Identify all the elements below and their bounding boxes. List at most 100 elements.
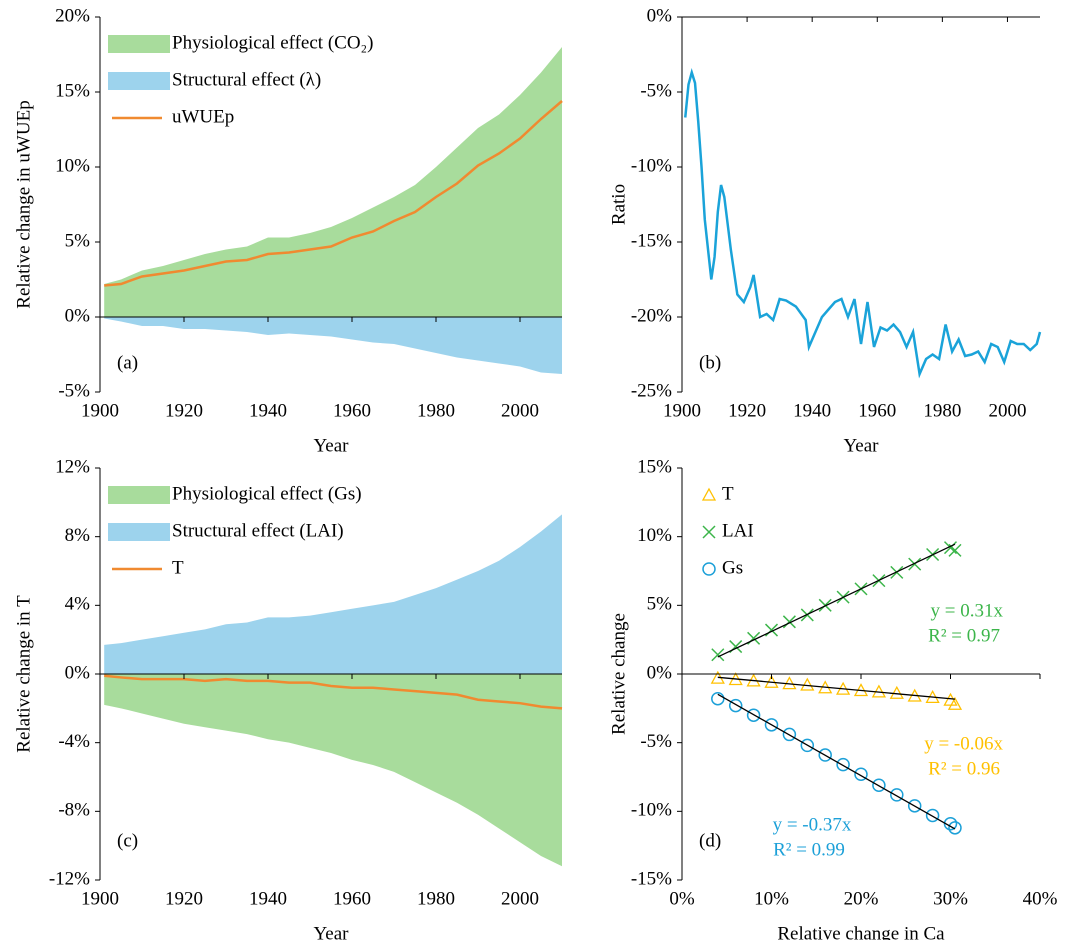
legend-label: Structural effect (λ)	[172, 69, 321, 90]
y-tick-label: -20%	[631, 305, 672, 326]
y-tick-label: 12%	[55, 456, 90, 477]
legend-label: Physiological effect (Gs)	[172, 483, 362, 504]
trend-equation: y = -0.37x	[773, 814, 852, 835]
x-tick-label: 1920	[165, 888, 203, 909]
y-tick-label: 15%	[55, 80, 90, 101]
panel: y = -0.06x R² = 0.96 y = 0.31x R² = 0.97 y =…	[608, 456, 1057, 940]
x-tick-label: 30%	[933, 888, 968, 909]
area	[104, 514, 562, 674]
x-tick-label: 1940	[249, 400, 287, 421]
x-axis-title: Year	[313, 923, 349, 940]
y-tick-label: 15%	[637, 456, 672, 477]
y-tick-label: 0%	[65, 662, 91, 683]
y-tick-label: -4%	[58, 731, 90, 752]
trend-line	[717, 543, 956, 658]
y-axis-title: Relative change in T	[13, 595, 34, 753]
marker	[890, 788, 904, 802]
x-tick-label: 1960	[333, 888, 371, 909]
panel-label: (b)	[699, 352, 721, 373]
panel-label: (c)	[117, 830, 138, 851]
panel-label: (d)	[699, 830, 721, 851]
legend-marker	[702, 525, 716, 539]
y-tick-label: -10%	[631, 155, 672, 176]
x-axis-title: Relative change in Ca	[777, 923, 945, 940]
x-tick-label: 1960	[333, 400, 371, 421]
y-tick-label: -25%	[631, 380, 672, 401]
x-tick-label: 1940	[793, 400, 831, 421]
marker	[948, 821, 962, 835]
y-tick-label: -12%	[49, 868, 90, 889]
marker	[764, 623, 779, 637]
panel-label: (a)	[117, 352, 138, 373]
marker	[782, 615, 796, 629]
line	[684, 68, 1042, 379]
x-tick-label: 1900	[81, 400, 119, 421]
x-tick-label: 1900	[81, 888, 119, 909]
y-tick-label: -5%	[58, 380, 90, 401]
x-axis-title: Year	[843, 435, 879, 456]
trend-equation: y = -0.06x	[924, 733, 1003, 754]
x-tick-label: 1980	[417, 400, 455, 421]
legend-label: uWUEp	[172, 106, 234, 127]
marker	[907, 799, 922, 813]
area	[104, 317, 562, 374]
line	[104, 674, 563, 710]
legend-swatch	[108, 523, 170, 541]
marker	[800, 738, 815, 753]
trend-r2: R² = 0.99	[773, 839, 845, 860]
x-tick-label: 2000	[988, 400, 1026, 421]
legend-swatch	[108, 72, 170, 90]
marker	[925, 808, 940, 823]
x-tick-label: 10%	[754, 888, 789, 909]
y-axis-title: Ratio	[608, 184, 629, 225]
legend-label: T	[722, 483, 734, 504]
y-tick-label: -8%	[58, 800, 90, 821]
marker	[872, 778, 886, 792]
legend-label: T	[172, 557, 184, 578]
legend-label: Structural effect (LAI)	[172, 520, 344, 541]
x-tick-label: 1900	[663, 400, 701, 421]
y-tick-label: -15%	[631, 230, 672, 251]
y-tick-label: 5%	[65, 230, 91, 251]
y-tick-label: 4%	[65, 594, 91, 615]
y-tick-label: 5%	[647, 594, 673, 615]
y-tick-label: -10%	[631, 800, 672, 821]
marker	[800, 677, 815, 691]
panel: -12% -8% -4% 0% 4% 8% 12% 1900 1920 1940 1960 1980 2…	[13, 456, 563, 940]
panel: -25% -20% -15% -10% -5% 0% 1900 1920 1940 1960 198…	[608, 5, 1042, 456]
x-tick-label: 40%	[1023, 888, 1058, 909]
marker	[836, 757, 850, 772]
panel: -5% 0% 5% 10% 15% 20% 1900 1920 1940 1960 1980 2000…	[13, 5, 563, 456]
y-tick-label: 20%	[55, 5, 90, 26]
y-tick-label: -15%	[631, 868, 672, 889]
x-tick-label: 20%	[844, 888, 879, 909]
marker	[889, 685, 904, 699]
y-tick-label: -5%	[640, 731, 672, 752]
marker	[908, 557, 922, 571]
legend-swatch	[108, 486, 170, 504]
x-tick-label: 1920	[728, 400, 766, 421]
area	[104, 674, 562, 867]
y-axis-title: Relative change in uWUEp	[13, 100, 34, 308]
marker	[818, 748, 832, 762]
x-tick-label: 1980	[923, 400, 961, 421]
x-tick-label: 1920	[165, 400, 203, 421]
legend-label: LAI	[722, 520, 754, 541]
y-tick-label: 0%	[65, 305, 91, 326]
marker	[746, 708, 761, 722]
trend-line	[717, 676, 956, 700]
marker	[728, 698, 743, 713]
line	[104, 100, 563, 287]
x-tick-label: 0%	[669, 888, 695, 909]
marker	[764, 718, 779, 732]
x-tick-label: 2000	[501, 400, 539, 421]
marker	[711, 691, 725, 706]
y-tick-label: 10%	[637, 525, 672, 546]
legend-marker	[702, 562, 716, 576]
marker	[947, 696, 963, 710]
trend-line	[717, 693, 956, 830]
y-tick-label: -5%	[640, 80, 672, 101]
x-tick-label: 1980	[417, 888, 455, 909]
x-tick-label: 2000	[501, 888, 539, 909]
y-tick-label: 0%	[647, 662, 673, 683]
